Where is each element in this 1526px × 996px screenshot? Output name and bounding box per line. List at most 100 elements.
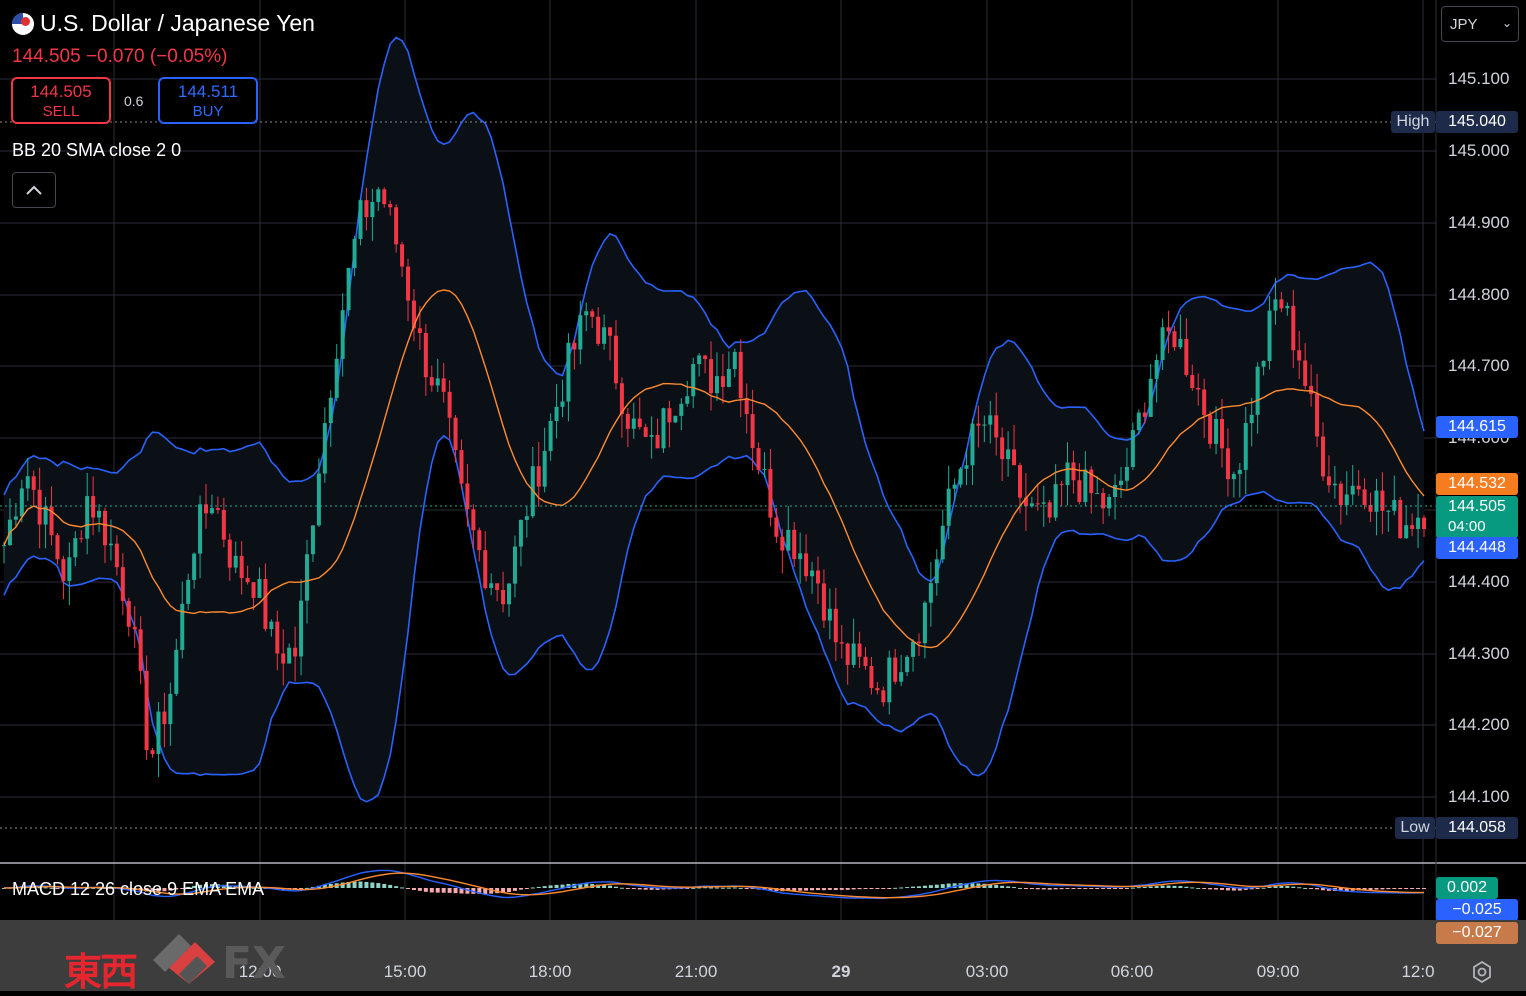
macd-histogram-bar bbox=[1309, 888, 1314, 889]
bb-indicator-label[interactable]: BB 20 SMA close 2 0 bbox=[12, 140, 182, 160]
macd-histogram-bar bbox=[1172, 885, 1177, 888]
macd-histogram-bar bbox=[358, 881, 363, 888]
candle-body bbox=[1404, 525, 1409, 539]
candle-body bbox=[1172, 331, 1177, 348]
currency-select[interactable]: JPY ⌄ bbox=[1441, 6, 1519, 42]
macd-histogram-bar bbox=[1279, 886, 1284, 888]
macd-histogram-bar bbox=[103, 888, 108, 889]
macd-histogram-bar bbox=[162, 888, 167, 892]
price-tick: 144.800 bbox=[1448, 285, 1510, 304]
candle-body bbox=[1053, 484, 1058, 518]
macd-histogram-bar bbox=[37, 887, 42, 889]
macd-histogram-bar bbox=[1368, 888, 1373, 891]
candle-body bbox=[471, 509, 476, 531]
candle-body bbox=[19, 488, 24, 517]
candle-body bbox=[1225, 448, 1230, 480]
macd-histogram-bar bbox=[726, 887, 731, 889]
price-tick: 144.700 bbox=[1448, 356, 1510, 375]
candle-body bbox=[1309, 385, 1314, 394]
candle-body bbox=[1083, 469, 1088, 503]
macd-histogram-bar bbox=[661, 888, 666, 890]
candle-body bbox=[578, 315, 583, 350]
candle-body bbox=[1196, 387, 1201, 390]
macd-histogram-bar bbox=[691, 887, 696, 889]
candle-body bbox=[483, 550, 488, 588]
macd-histogram-bar bbox=[1249, 888, 1254, 890]
candle-body bbox=[922, 602, 927, 644]
settings-gear-icon[interactable] bbox=[1470, 960, 1494, 984]
candle-body bbox=[905, 656, 910, 673]
macd-histogram-bar bbox=[417, 888, 422, 891]
candle-body bbox=[55, 535, 60, 560]
candle-body bbox=[1303, 360, 1308, 386]
bollinger-upper-band bbox=[3, 36, 1425, 583]
macd-histogram-bar bbox=[1101, 888, 1106, 889]
macd-histogram-bar bbox=[1219, 888, 1224, 890]
macd-histogram-bar bbox=[548, 885, 553, 888]
macd-histogram-bar bbox=[738, 887, 743, 889]
macd-histogram-bar bbox=[251, 887, 256, 889]
macd-histogram-bar bbox=[1386, 888, 1391, 890]
candle-body bbox=[1261, 360, 1266, 367]
symbol-title[interactable]: U.S. Dollar / Japanese Yen bbox=[12, 10, 315, 37]
candle-body bbox=[233, 555, 238, 568]
macd-histogram-bar bbox=[1154, 886, 1159, 888]
candle-body bbox=[1012, 449, 1017, 466]
buy-button[interactable]: 144.511 BUY bbox=[158, 77, 258, 124]
macd-histogram-bar bbox=[804, 888, 809, 891]
high-value: 145.040 bbox=[1436, 111, 1518, 133]
candle-body bbox=[643, 427, 648, 437]
candle-body bbox=[43, 506, 48, 525]
candle-body bbox=[1231, 474, 1236, 480]
chevron-up-icon bbox=[26, 185, 42, 195]
macd-histogram-bar bbox=[85, 888, 90, 889]
macd-histogram-bar bbox=[1214, 888, 1219, 890]
candle-body bbox=[1035, 503, 1040, 505]
macd-histogram-bar bbox=[43, 887, 48, 889]
macd-histogram-bar bbox=[821, 888, 826, 891]
currency-value: JPY bbox=[1450, 16, 1478, 33]
macd-histogram-bar bbox=[1344, 888, 1349, 892]
macd-histogram-bar bbox=[1136, 887, 1141, 889]
macd-histogram-bar bbox=[875, 888, 880, 889]
candle-body bbox=[893, 657, 898, 682]
candle-body bbox=[1160, 327, 1165, 360]
macd-histogram-bar bbox=[697, 887, 702, 889]
candle-body bbox=[417, 328, 422, 334]
macd-histogram-bar bbox=[857, 888, 862, 890]
sell-button[interactable]: 144.505 SELL bbox=[11, 77, 111, 124]
candle-body bbox=[928, 583, 933, 603]
macd-indicator-label[interactable]: MACD 12 26 close 9 EMA EMA bbox=[12, 879, 265, 899]
macd-histogram-bar bbox=[952, 883, 957, 888]
macd-histogram-bar bbox=[1190, 887, 1195, 889]
macd-histogram-bar bbox=[1267, 886, 1272, 888]
macd-histogram-bar bbox=[1410, 888, 1415, 889]
macd-histogram-bar bbox=[340, 882, 345, 888]
collapse-indicators-button[interactable] bbox=[12, 172, 56, 208]
candle-body bbox=[798, 553, 803, 560]
candle-body bbox=[411, 300, 416, 329]
candle-body bbox=[257, 579, 262, 598]
candle-body bbox=[768, 469, 773, 518]
macd-histogram-bar bbox=[1006, 886, 1011, 888]
candle-body bbox=[97, 510, 102, 518]
candle-body bbox=[738, 351, 743, 399]
time-tick: 06:00 bbox=[1110, 962, 1154, 981]
candle-body bbox=[756, 448, 761, 470]
macd-histogram-bar bbox=[1107, 888, 1112, 889]
price-tick: 144.300 bbox=[1448, 644, 1510, 663]
time-axis-bar[interactable] bbox=[0, 920, 1526, 991]
candle-body bbox=[174, 649, 179, 694]
macd-histogram-bar bbox=[91, 887, 96, 889]
candle-body bbox=[13, 516, 18, 520]
macd-histogram-bar bbox=[328, 883, 333, 888]
candle-body bbox=[310, 525, 315, 555]
candle-body bbox=[1273, 299, 1278, 311]
macd-histogram-bar bbox=[827, 888, 832, 890]
macd-histogram-bar bbox=[1029, 888, 1034, 890]
macd-histogram-bar bbox=[863, 888, 868, 889]
candle-body bbox=[245, 578, 250, 583]
candle-body bbox=[1000, 437, 1005, 460]
candle-body bbox=[2, 545, 6, 547]
